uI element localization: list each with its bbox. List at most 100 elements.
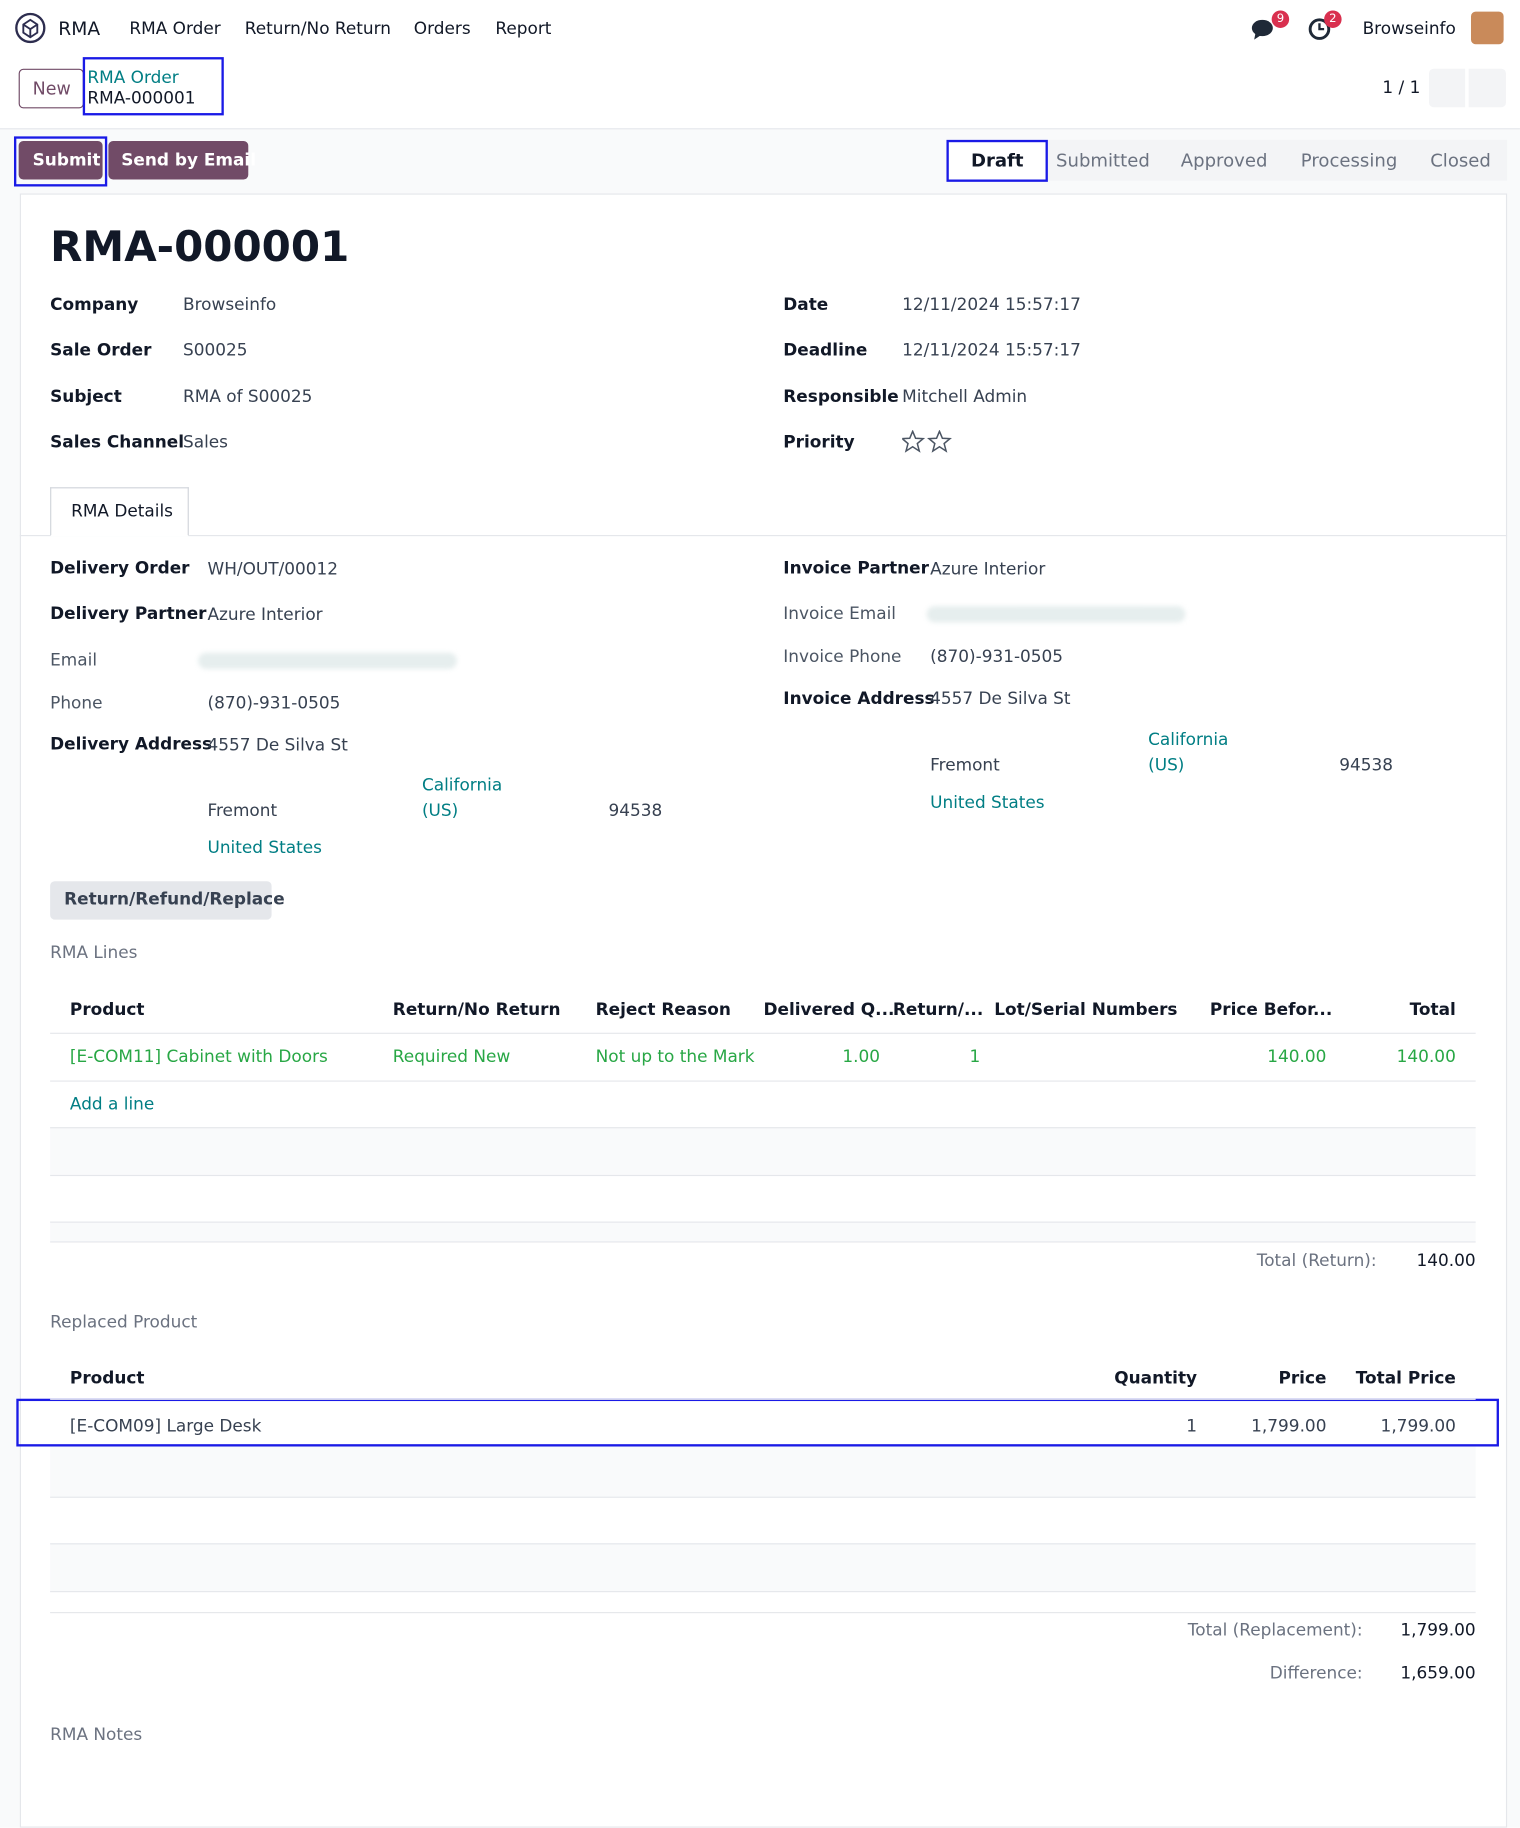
column-header: Delivered Q... <box>763 1001 895 1020</box>
city: Fremont <box>930 756 1000 776</box>
field-label: Invoice Email <box>783 604 896 624</box>
pager-prev[interactable] <box>1429 68 1466 108</box>
field-value: 4557 De Silva St <box>930 690 1071 709</box>
new-button[interactable] <box>18 68 84 109</box>
status-current-bg <box>946 139 1048 181</box>
tab-label[interactable]: RMA Details <box>71 502 173 522</box>
field-label: Responsible <box>783 388 899 407</box>
section-title: Replaced Product <box>50 1313 198 1333</box>
app-logo <box>15 12 46 44</box>
highlight-box <box>16 1398 1499 1447</box>
row-line <box>50 1221 1476 1223</box>
row-line <box>50 1398 1476 1400</box>
row-line <box>50 1241 1476 1243</box>
highlight-box <box>82 57 224 116</box>
add-line[interactable]: Add a line <box>69 1095 155 1115</box>
field-label: Invoice Phone <box>783 648 902 667</box>
state[interactable]: California <box>1148 730 1229 750</box>
stage[interactable]: Approved <box>1180 150 1268 172</box>
country[interactable]: United States <box>207 839 322 858</box>
field-value: Mitchell Admin <box>902 388 1028 407</box>
field-value: WH/OUT/00012 <box>207 560 339 580</box>
cell: 140.00 <box>1396 1047 1456 1067</box>
pager: 1 / 1 <box>1382 79 1421 98</box>
field-value: RMA of S00025 <box>182 388 313 407</box>
field-label: Email <box>50 651 98 671</box>
field-value: Azure Interior <box>930 560 1046 580</box>
blurred-email <box>926 606 1186 623</box>
section-title: RMA Lines <box>50 944 138 963</box>
row-line <box>50 1496 1476 1498</box>
blurred-email <box>198 652 457 670</box>
badge: 2 <box>1324 10 1342 28</box>
section-title: RMA Notes <box>50 1726 143 1745</box>
breadcrumb-link[interactable]: RMA Order <box>87 68 179 88</box>
stage[interactable]: Submitted <box>1056 150 1150 172</box>
stripe <box>50 1127 1476 1175</box>
country[interactable]: United States <box>930 793 1045 813</box>
breadcrumb-current: RMA-000001 <box>87 89 196 109</box>
row-line <box>50 1080 1476 1082</box>
activity-icon[interactable] <box>1308 16 1334 42</box>
field-value: Sales <box>182 433 228 453</box>
highlight-box <box>946 139 1048 182</box>
submit-label[interactable]: Submit <box>32 151 101 171</box>
zip: 94538 <box>1339 756 1394 776</box>
column-header: Product <box>69 1369 145 1389</box>
field-label: Delivery Partner <box>50 604 207 624</box>
stage[interactable]: Closed <box>1430 150 1491 172</box>
field-label: Priority <box>783 433 855 453</box>
send-email-button[interactable] <box>108 141 249 180</box>
user-avatar[interactable] <box>1470 11 1504 45</box>
column-header: Quantity <box>1114 1369 1198 1389</box>
difference-value: 1,659.00 <box>1400 1664 1476 1684</box>
priority-stars[interactable] <box>902 430 956 453</box>
field-label: Deadline <box>783 341 868 361</box>
stripe <box>50 1221 1476 1242</box>
menu-item[interactable]: Return/No Return <box>244 19 392 39</box>
column-header: Reject Reason <box>595 1001 731 1020</box>
cell: 1,799.00 <box>1251 1417 1327 1437</box>
row-line <box>50 1032 1476 1034</box>
stage[interactable]: Processing <box>1300 150 1398 172</box>
field-label: Delivery Order <box>50 559 190 579</box>
field-label: Company <box>50 296 139 315</box>
field-value: 12/11/2024 15:57:17 <box>902 341 1081 361</box>
total-value: 140.00 <box>1416 1251 1476 1271</box>
field-value: 12/11/2024 15:57:17 <box>902 296 1081 315</box>
menu-item[interactable]: Orders <box>413 19 471 39</box>
state-code[interactable]: (US) <box>1148 756 1185 776</box>
field-label: Delivery Address <box>50 735 213 755</box>
total-label: Total (Replacement): <box>1187 1621 1363 1640</box>
pager-next[interactable] <box>1468 68 1506 108</box>
messages-icon[interactable] <box>1251 16 1277 42</box>
menu-item[interactable]: Report <box>495 19 552 39</box>
field-label: Sale Order <box>50 341 152 361</box>
zip: 94538 <box>608 801 663 821</box>
new-label[interactable]: New <box>32 78 71 100</box>
state[interactable]: California <box>421 776 503 795</box>
total-label: Total (Return): <box>1256 1251 1377 1271</box>
return-button-label[interactable]: Return/Refund/Replace <box>64 890 285 910</box>
field-label: Date <box>783 296 829 315</box>
field-label: Phone <box>50 694 103 714</box>
cell: [E-COM11] Cabinet with Doors <box>69 1047 328 1067</box>
column-header: Return/No Return <box>392 1001 561 1020</box>
stage[interactable]: Draft <box>970 150 1024 172</box>
tab[interactable] <box>50 487 189 537</box>
row-line <box>50 1127 1476 1129</box>
field-label: Invoice Partner <box>783 559 929 579</box>
field-label: Invoice Address <box>783 690 935 709</box>
row-line <box>50 1612 1476 1614</box>
column-header: Return/... <box>892 1001 984 1020</box>
field-value: Browseinfo <box>182 296 277 315</box>
submit-button[interactable] <box>18 141 103 180</box>
menu-item[interactable]: RMA Order <box>129 19 221 39</box>
field-value: (870)-931-0505 <box>207 694 341 714</box>
state-code[interactable]: (US) <box>421 801 459 821</box>
send-email-label[interactable]: Send by Email <box>121 151 257 171</box>
return-button[interactable] <box>50 881 272 920</box>
cell: Required New <box>392 1047 511 1067</box>
cell: 1.00 <box>842 1047 881 1067</box>
